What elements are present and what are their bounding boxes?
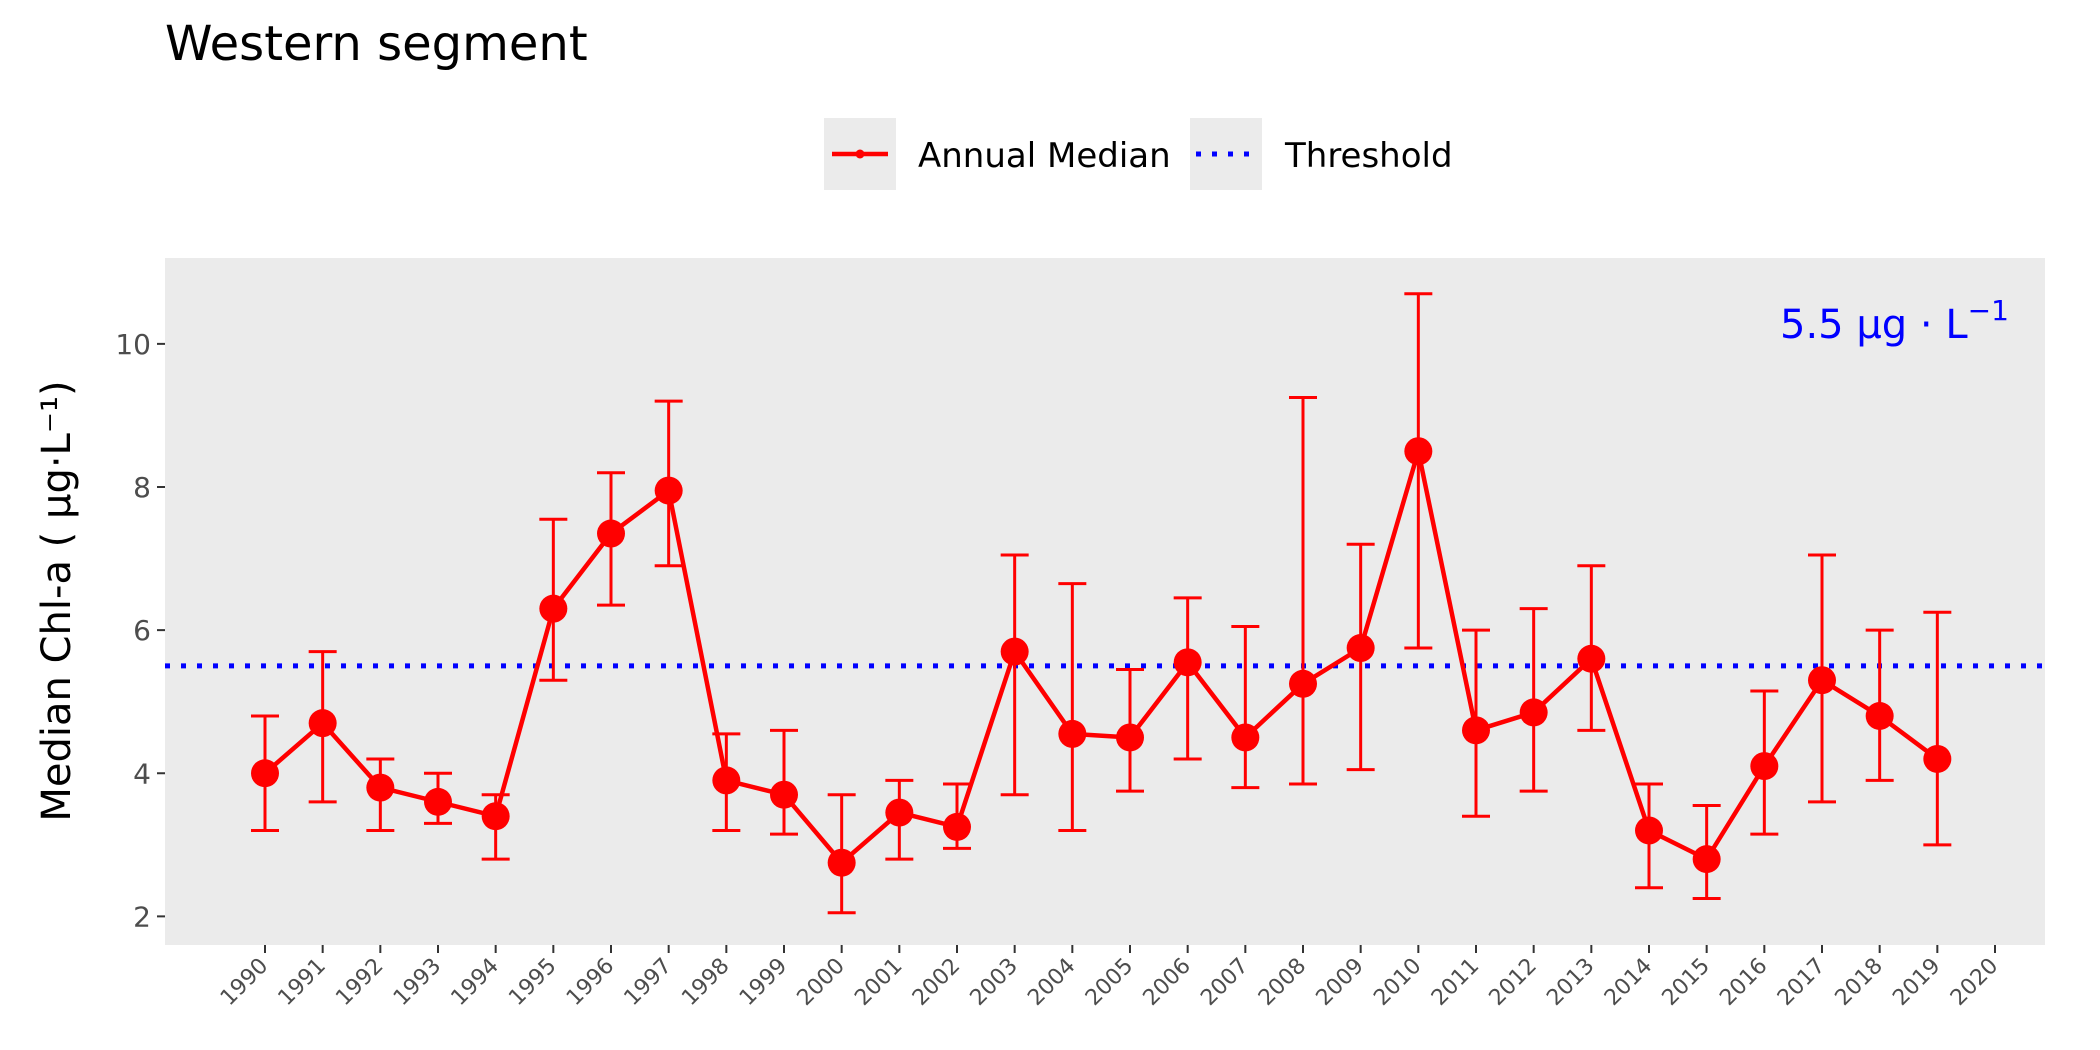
x-tick-label: 1990 — [216, 954, 273, 1011]
legend-label-threshold: Threshold — [1284, 136, 1453, 176]
x-tick-label: 2003 — [966, 954, 1023, 1011]
data-point — [1692, 845, 1721, 874]
x-tick-label: 2007 — [1196, 954, 1253, 1011]
y-tick-label: 4 — [133, 757, 151, 790]
data-point — [1865, 702, 1894, 730]
x-axis: 1990 1991 1992 1993 1994 1995 1996 1997 1998 1999… — [216, 945, 2003, 1011]
x-tick-label: 1994 — [447, 954, 504, 1011]
error-bar — [1923, 610, 1952, 847]
error-bar — [1000, 553, 1029, 797]
x-tick-label: 2014 — [1600, 954, 1657, 1011]
error-bar — [1231, 625, 1260, 790]
error-bar — [1058, 582, 1087, 832]
chart-title: Western segment — [165, 16, 588, 72]
data-point — [1923, 744, 1952, 773]
y-tick-label: 2 — [133, 900, 151, 933]
data-point — [1000, 637, 1029, 666]
threshold-annotation: 5.5 μg · L−1 — [1780, 294, 2009, 348]
x-tick-label: 1998 — [677, 954, 734, 1011]
x-tick-label: 1997 — [620, 954, 677, 1011]
data-point — [1116, 723, 1144, 752]
x-tick-label: 1995 — [504, 954, 561, 1011]
data-point — [1404, 437, 1433, 466]
x-tick-label: 1993 — [389, 954, 446, 1011]
data-point — [654, 476, 683, 505]
threshold-annotation-exponent: −1 — [1968, 294, 2009, 327]
data-point — [1577, 644, 1606, 673]
series-layer — [251, 292, 1952, 915]
y-axis: 2 4 6 8 10 — [115, 328, 165, 933]
data-point — [424, 787, 452, 816]
y-axis-label: Median Chl-a ( µg·L⁻¹) — [34, 380, 80, 821]
data-point — [1519, 698, 1548, 727]
data-point — [366, 773, 395, 802]
data-point — [1346, 634, 1375, 663]
x-tick-label: 2016 — [1715, 954, 1772, 1011]
data-point — [1750, 752, 1779, 781]
x-tick-label: 2004 — [1023, 954, 1080, 1011]
x-tick-label: 2000 — [793, 954, 850, 1011]
data-point — [1462, 716, 1490, 745]
x-tick-label: 1991 — [274, 954, 331, 1011]
legend-key-threshold — [1190, 118, 1262, 190]
data-point — [1231, 723, 1260, 752]
legend-label-annual-median: Annual Median — [918, 136, 1171, 176]
error-bar — [1404, 292, 1433, 650]
x-tick-label: 2011 — [1427, 954, 1484, 1011]
x-tick-label: 2008 — [1254, 954, 1311, 1011]
threshold-annotation-unit: μg · L — [1856, 302, 1968, 348]
y-tick-label: 10 — [115, 328, 151, 361]
data-point — [1058, 719, 1087, 748]
x-tick-label: 2015 — [1658, 954, 1715, 1011]
x-tick-label: 2013 — [1542, 954, 1599, 1011]
x-tick-label: 2006 — [1139, 954, 1196, 1011]
x-tick-label: 2018 — [1831, 954, 1888, 1011]
data-point — [308, 709, 337, 738]
data-point — [251, 759, 279, 788]
data-point — [481, 802, 510, 831]
legend-point-annual-median — [855, 149, 865, 159]
error-bar — [1173, 596, 1202, 761]
x-tick-label: 2020 — [1946, 954, 2003, 1011]
data-point — [1173, 648, 1202, 677]
x-tick-label: 2017 — [1773, 954, 1830, 1011]
x-tick-label: 2019 — [1888, 954, 1945, 1011]
data-point — [1808, 666, 1836, 695]
y-tick-label: 6 — [133, 614, 151, 647]
x-tick-label: 2010 — [1369, 954, 1426, 1011]
x-tick-label: 2002 — [908, 954, 965, 1011]
error-bar — [1289, 396, 1317, 786]
data-point — [1635, 816, 1663, 845]
threshold-annotation-number: 5.5 — [1780, 302, 1844, 348]
data-point — [770, 780, 798, 809]
x-tick-label: 1996 — [562, 954, 619, 1011]
data-point — [943, 812, 971, 841]
data-point — [539, 594, 568, 623]
data-point — [597, 519, 625, 548]
data-point — [827, 848, 856, 877]
x-tick-label: 2005 — [1081, 954, 1138, 1011]
x-tick-label: 2001 — [850, 954, 907, 1011]
x-tick-label: 1999 — [735, 954, 792, 1011]
y-tick-label: 8 — [133, 471, 151, 504]
x-tick-label: 1992 — [331, 954, 388, 1011]
x-tick-label: 2009 — [1312, 954, 1369, 1011]
data-point — [712, 766, 741, 795]
data-point — [885, 798, 914, 827]
data-point — [1289, 669, 1317, 698]
plot-panel — [165, 258, 2045, 945]
legend: Annual Median Threshold — [824, 118, 1453, 190]
x-tick-label: 2012 — [1485, 954, 1542, 1011]
